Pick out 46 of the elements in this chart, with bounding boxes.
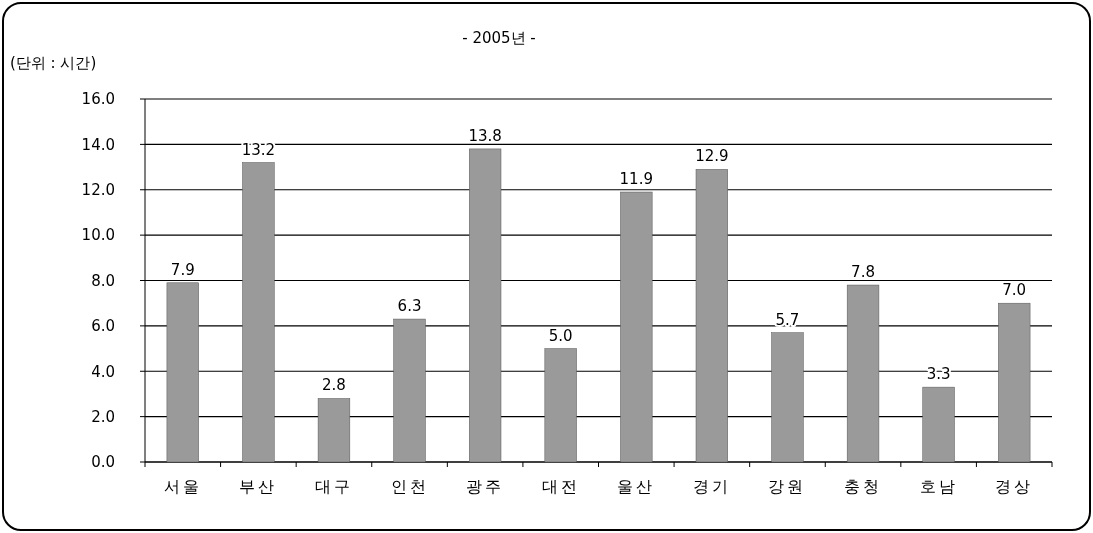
y-tick-label: 4.0 [91,362,115,381]
x-tick-label: 광주 [466,477,505,496]
data-label: 13.8 [468,126,502,145]
x-tick-label: 충청 [844,477,883,496]
bar [469,148,502,463]
y-tick-label: 2.0 [91,407,115,426]
y-tick-label: 10.0 [81,226,115,245]
y-tick-label: 14.0 [81,135,115,154]
bar [922,386,955,463]
bar [544,348,577,463]
y-tick-label: 6.0 [91,317,115,336]
data-label: 7.8 [851,263,875,282]
data-label: 13.2 [241,140,276,159]
y-tick-label: 16.0 [81,90,115,109]
bar [242,162,275,463]
bar [695,169,728,463]
data-label: 5.0 [548,326,573,345]
bar [620,191,653,463]
x-tick-label: 대구 [314,477,353,496]
x-tick-label: 울산 [617,477,656,496]
x-tick-label: 경상 [995,477,1034,496]
chart-title: - 2005년 - [462,29,536,47]
data-label: 7.0 [1002,281,1027,300]
x-tick-label: 강원 [768,477,807,496]
x-tick-label: 경기 [692,477,731,496]
data-label: 2.8 [322,376,346,395]
y-tick-label: 8.0 [91,271,115,290]
x-tick-label: 대전 [541,477,580,496]
bar [166,282,199,463]
x-tick-label: 서울 [163,477,202,496]
x-tick-label: 부산 [239,477,278,496]
data-label: 5.7 [775,310,800,329]
x-tick-label: 인천 [390,477,429,496]
x-tick-label: 호남 [919,477,958,496]
bar [998,302,1031,463]
data-label: 12.9 [695,147,729,166]
bar [846,284,880,463]
bar [317,398,351,463]
bar [771,332,804,463]
data-label: 7.9 [170,260,195,279]
text: (단위 : 시간) [10,54,97,72]
y-tick-label: 0.0 [91,453,115,472]
data-label: 11.9 [619,170,653,189]
bar [393,318,426,463]
y-tick-label: 12.0 [81,181,115,199]
data-label: 6.3 [397,297,422,316]
